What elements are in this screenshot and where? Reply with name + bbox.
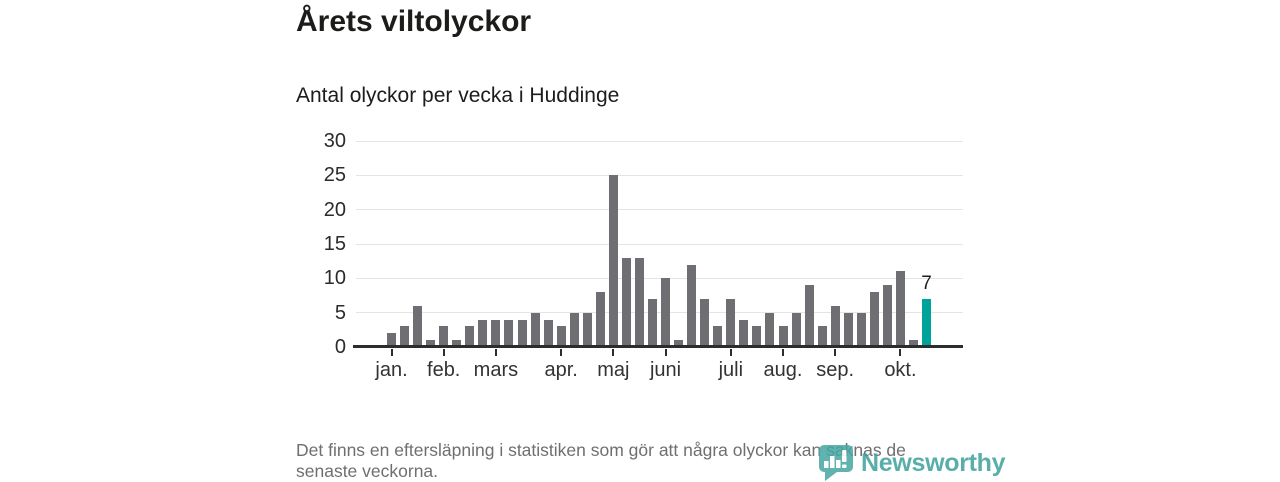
x-axis-tick-feb <box>442 349 445 356</box>
bar-week-34 <box>817 326 827 347</box>
bar-week-17 <box>595 292 605 347</box>
y-axis-label-0: 0 <box>334 336 346 358</box>
bar-week-16 <box>582 312 592 347</box>
bar-week-33 <box>804 285 814 347</box>
gridline-y-20 <box>356 209 963 211</box>
bar-week-30 <box>765 312 775 347</box>
bar-week-13 <box>543 319 553 347</box>
bar-week-2 <box>400 326 410 347</box>
newsworthy-logo: Newsworthy <box>817 443 1006 482</box>
bar-week-31 <box>778 326 788 347</box>
bar-week-32 <box>791 312 801 347</box>
bar-week-11 <box>517 319 527 347</box>
footer-note-line1: Det finns en eftersläpning i statistiken… <box>296 440 906 460</box>
x-axis-line <box>353 345 963 348</box>
bar-week-3 <box>413 305 423 347</box>
y-axis-label-15: 15 <box>323 233 346 255</box>
page-title: Årets viltolyckor <box>296 5 532 38</box>
x-axis-label-juli: juli <box>718 359 744 381</box>
x-axis-label-sep: sep. <box>816 359 855 381</box>
bar-week-5 <box>439 326 449 347</box>
highlighted-bar-value-label: 7 <box>921 272 932 294</box>
x-axis-label-mars: mars <box>473 359 519 381</box>
x-axis-tick-sep <box>834 349 837 356</box>
highlighted-bar-week-42 <box>922 298 932 347</box>
footer-note-line2: senaste veckorna. <box>296 460 439 481</box>
gridline-y-25 <box>356 174 963 176</box>
bar-week-10 <box>504 319 514 347</box>
bar-week-22 <box>661 278 671 347</box>
x-axis-tick-aug <box>782 349 784 356</box>
y-axis-label-30: 30 <box>323 130 346 152</box>
x-axis-tick-mars <box>494 349 497 356</box>
y-axis-label-10: 10 <box>323 267 346 290</box>
bar-week-23 <box>674 340 684 347</box>
bar-week-7 <box>465 326 475 347</box>
x-axis-tick-maj <box>612 349 615 356</box>
bar-week-4 <box>426 340 436 347</box>
x-axis-label-feb: feb. <box>427 359 461 381</box>
bar-week-20 <box>634 257 644 347</box>
bar-week-26 <box>713 326 723 347</box>
x-axis-tick-okt <box>899 349 902 356</box>
bar-week-25 <box>700 298 710 347</box>
bar-week-27 <box>726 298 736 347</box>
bar-week-19 <box>621 257 631 347</box>
bar-week-24 <box>687 264 697 347</box>
x-axis-label-aug: aug. <box>763 359 803 381</box>
x-axis-tick-apr <box>560 349 563 356</box>
bar-week-14 <box>556 326 566 347</box>
footer-note: Det finns en eftersläpning i statistiken… <box>296 440 906 481</box>
x-axis-tick-jan <box>390 349 393 356</box>
bar-week-9 <box>491 319 501 347</box>
gridline-y-30 <box>356 140 963 142</box>
x-axis-label-maj: maj <box>597 359 630 381</box>
bar-week-29 <box>752 326 762 347</box>
bar-week-41 <box>909 340 918 347</box>
newsworthy-logo-text: Newsworthy <box>861 449 1006 477</box>
gridline-y-5 <box>356 312 963 314</box>
bar-week-40 <box>895 271 905 347</box>
bar-week-6 <box>452 340 462 347</box>
newsworthy-bubble-chart-icon <box>819 445 853 481</box>
chart-subtitle: Antal olyckor per vecka i Huddinge <box>296 84 620 107</box>
x-axis-label-jan: jan. <box>375 359 408 381</box>
y-axis-label-20: 20 <box>323 198 346 221</box>
x-axis-label-okt: okt. <box>884 359 917 381</box>
x-axis-tick-juli <box>729 349 732 356</box>
bar-week-12 <box>530 312 540 347</box>
bar-week-21 <box>648 298 657 347</box>
bar-week-18 <box>608 175 618 347</box>
y-axis-label-5: 5 <box>334 301 346 324</box>
bar-week-28 <box>739 319 749 347</box>
bar-week-35 <box>830 305 840 347</box>
bar-week-37 <box>856 312 866 347</box>
x-axis-tick-juni <box>664 349 667 356</box>
bar-week-1 <box>387 333 396 347</box>
y-axis-label-25: 25 <box>323 164 346 187</box>
x-axis-label-apr: apr. <box>544 359 578 381</box>
bar-week-8 <box>478 319 488 347</box>
bar-week-38 <box>869 292 879 347</box>
x-axis-label-juni: juni <box>649 359 682 381</box>
bar-week-15 <box>569 312 579 347</box>
gridline-y-15 <box>356 243 963 245</box>
bar-week-36 <box>843 312 853 347</box>
gridline-y-10 <box>356 277 963 279</box>
bar-week-39 <box>882 285 892 347</box>
plot-area: 0 5 10 15 20 25 30 7 jan. feb. mars apr. maj juni juli… <box>324 130 963 381</box>
